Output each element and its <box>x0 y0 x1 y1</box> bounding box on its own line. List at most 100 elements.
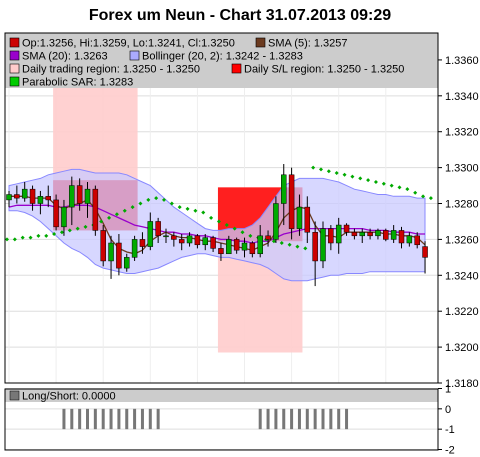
parabolic-sar <box>5 165 433 251</box>
sma20-line <box>8 204 425 244</box>
longshort-bar <box>101 408 105 430</box>
candle-body <box>178 239 185 244</box>
sar-point <box>295 244 300 249</box>
longshort-bar <box>337 408 341 430</box>
candle-body <box>226 239 232 255</box>
sar-point <box>303 246 308 251</box>
sar-point <box>413 190 418 195</box>
y-tick-label: 1.3260 <box>445 234 479 246</box>
sar-point <box>326 169 331 174</box>
sar-point <box>5 237 9 242</box>
sar-point <box>342 172 347 177</box>
legend-swatch <box>9 76 20 87</box>
main-plot-frame <box>4 32 439 384</box>
longshort-label: Long/Short: 0.0000 <box>22 391 116 403</box>
candle-body <box>29 188 36 204</box>
candle-body <box>186 235 193 244</box>
y-tick-label: 1.3360 <box>445 55 479 67</box>
sar-point <box>177 205 182 210</box>
longshort-y-axis: 1 0 -1 -2 <box>438 384 455 457</box>
sar-point <box>162 197 166 202</box>
sar-point <box>99 219 104 224</box>
candle-body <box>367 231 373 237</box>
candle-body <box>288 174 295 229</box>
longshort-bar <box>329 408 333 430</box>
sar-point <box>319 167 323 172</box>
candle-body <box>218 248 224 255</box>
candle-body <box>335 224 342 244</box>
y-tick-label: 1.3340 <box>445 91 479 103</box>
legend-entry: Bollinger (20, 2): 1.3242 - 1.3283 <box>142 51 303 63</box>
main-y-axis: 1.3360 1.3340 1.3320 1.3300 1.3280 1.3260 1.32… <box>438 55 479 390</box>
legend-entry: Daily S/L region: 1.3250 - 1.3250 <box>244 64 404 76</box>
sar-point <box>169 201 174 206</box>
longshort-bar <box>345 408 349 430</box>
candle-body <box>108 242 114 262</box>
sar-point <box>405 187 410 192</box>
candle-body <box>390 230 397 240</box>
candle-body <box>296 206 303 229</box>
chart-title: Forex um Neun - Chart 31.07.2013 09:29 <box>89 7 391 24</box>
y-tick-label: 1.3300 <box>445 163 479 175</box>
y-tick-label: 1.3220 <box>445 306 479 318</box>
longshort-bar <box>93 408 97 430</box>
candle-body <box>92 188 99 231</box>
candle-body <box>422 246 428 258</box>
sar-point <box>138 201 143 206</box>
legend-entry: SMA (20): 1.3263 <box>22 51 108 63</box>
longshort-bar <box>313 408 317 430</box>
candle-body <box>320 228 326 262</box>
sar-point <box>107 215 112 220</box>
y-tick-label: 1.3280 <box>445 199 479 211</box>
longshort-bar <box>266 408 270 430</box>
candle-body <box>76 185 83 204</box>
longshort-legend-swatch <box>9 390 20 401</box>
candle-body <box>53 199 59 228</box>
sar-point <box>287 242 292 247</box>
longshort-bar <box>148 408 152 430</box>
longshort-bar <box>297 408 301 430</box>
candle-body <box>155 221 161 237</box>
candle-body <box>414 235 420 246</box>
sar-point <box>248 233 253 238</box>
longshort-plot-frame <box>4 388 439 451</box>
candle-body <box>14 194 20 199</box>
longshort-bar <box>109 408 113 430</box>
sar-point <box>185 206 190 211</box>
candle-body <box>304 206 311 233</box>
sar-point <box>20 235 25 240</box>
legend-swatch <box>9 50 20 61</box>
legend-swatch <box>231 63 242 74</box>
candle-body <box>383 230 389 240</box>
sar-point <box>311 165 316 170</box>
candle-body <box>281 174 287 204</box>
candle-body <box>124 257 130 269</box>
sar-point <box>279 241 284 245</box>
legend-entry: Op:1.3256, Hi:1.3259, Lo:1.3241, Cl:1.32… <box>22 38 235 50</box>
candle-body <box>375 230 381 237</box>
legend-swatch <box>129 50 140 61</box>
sar-point <box>75 226 80 231</box>
candle-body <box>37 196 44 204</box>
candle-body <box>61 206 67 228</box>
sar-point <box>28 235 33 240</box>
sar-point <box>201 210 206 215</box>
y-tick-label: 1.3320 <box>445 127 479 139</box>
longshort-bar <box>305 408 309 430</box>
longshort-legend-background <box>5 389 438 402</box>
longshort-bar <box>117 408 121 430</box>
candle-body <box>398 230 405 244</box>
sar-point <box>44 233 49 238</box>
y-tick-label: 1 <box>445 384 451 396</box>
y-tick-label: -2 <box>445 445 455 457</box>
candle-body <box>69 185 75 208</box>
legend-entry: Parabolic SAR: 1.3283 <box>22 77 133 89</box>
candle-body <box>100 230 106 262</box>
candle-body <box>131 239 138 258</box>
legend: Op:1.3256, Hi:1.3259, Lo:1.3241, Cl:1.32… <box>9 38 404 89</box>
longshort-bar <box>78 408 82 430</box>
candle-body <box>328 228 334 244</box>
sar-point <box>334 171 339 175</box>
candle-body <box>147 221 154 247</box>
